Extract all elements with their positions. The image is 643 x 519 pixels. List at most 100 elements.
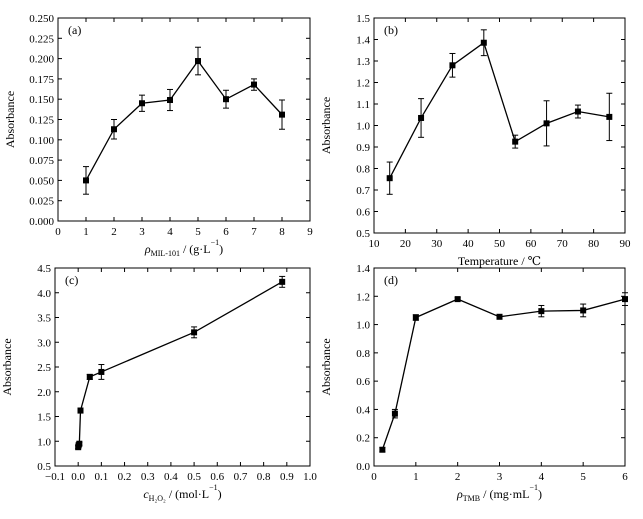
x-tick-label: 4 xyxy=(167,226,173,238)
x-tick-label: 0.4 xyxy=(164,471,178,483)
y-tick-label: 1.0 xyxy=(37,436,51,448)
y-axis-label: Absorbance xyxy=(0,338,14,395)
plot-frame xyxy=(54,267,311,467)
x-axis-label-unit: / (mol·L xyxy=(166,487,209,501)
x-tick-label: 6 xyxy=(223,226,229,238)
y-tick-label: 0.075 xyxy=(29,155,54,167)
x-tick-label: 0 xyxy=(371,471,377,483)
y-tick-label: 3.0 xyxy=(37,337,51,349)
plot-frame xyxy=(373,17,626,234)
y-axis-label: Absorbance xyxy=(319,97,333,154)
series-line xyxy=(85,59,283,181)
data-point xyxy=(386,175,393,182)
panel-label: (c) xyxy=(65,273,78,287)
data-point xyxy=(76,440,83,447)
y-tick-label: 1.4 xyxy=(356,35,370,47)
data-point xyxy=(496,313,503,320)
y-tick-label: 0.4 xyxy=(356,404,370,416)
x-tick-label: 50 xyxy=(494,238,506,250)
data-point xyxy=(223,96,229,103)
data-point xyxy=(139,100,145,107)
data-point xyxy=(83,177,89,184)
panel-label: (a) xyxy=(68,23,81,37)
x-tick-label: 10 xyxy=(369,238,381,250)
x-tick-label: 30 xyxy=(431,238,443,250)
y-tick-label: 0.6 xyxy=(356,207,370,219)
y-tick-label: 0.5 xyxy=(37,461,51,473)
x-tick-label: 0.2 xyxy=(118,471,132,483)
x-tick-label: −0.1 xyxy=(45,471,65,483)
series-line xyxy=(381,298,626,450)
y-tick-label: 0.9 xyxy=(356,142,370,154)
data-point xyxy=(391,410,398,417)
data-point xyxy=(77,407,84,414)
x-axis-label-sub: MIL-101 xyxy=(151,249,180,258)
x-tick-label: 4 xyxy=(539,471,545,483)
y-tick-label: 3.5 xyxy=(37,313,51,325)
data-point xyxy=(412,314,419,321)
x-axis-label: ρTMB / (mg·mL−1) xyxy=(456,483,542,503)
x-axis-label-unit: / (g·L xyxy=(180,242,211,256)
y-tick-label: 0.050 xyxy=(29,175,54,187)
y-tick-label: 0.2 xyxy=(356,433,370,445)
data-point xyxy=(167,97,173,104)
y-tick-label: 0.0 xyxy=(356,461,370,473)
data-point xyxy=(454,296,461,303)
data-point xyxy=(86,373,93,380)
data-point xyxy=(195,58,201,65)
chart-panel-2: 10 20 30 40 50 60 70 80 90 0.5 0.6 0.7 0.8 0.9 1.0 1.1 1… xyxy=(319,13,631,268)
series-line xyxy=(389,41,610,179)
panel-label: (d) xyxy=(384,273,398,287)
x-axis-label-symbol: c xyxy=(143,487,149,501)
y-tick-label: 0.8 xyxy=(356,348,370,360)
x-tick-label: 0.3 xyxy=(141,471,155,483)
x-tick-label: 0.0 xyxy=(71,471,85,483)
data-point xyxy=(606,113,613,120)
x-axis-label: cH₂O₂ / (mol·L−1) xyxy=(143,483,221,503)
x-tick-label: 9 xyxy=(307,226,313,238)
panel-label: (b) xyxy=(384,23,398,37)
x-axis-label-sup: −1 xyxy=(209,483,218,492)
x-tick-label: 1 xyxy=(83,226,89,238)
x-axis-label-symbol: ρ xyxy=(144,242,151,256)
x-tick-label: 1.0 xyxy=(303,471,317,483)
y-tick-label: 0.250 xyxy=(29,13,54,25)
plot-frame xyxy=(57,17,311,222)
y-tick-label: 0.025 xyxy=(29,196,54,208)
data-point xyxy=(279,111,285,118)
x-tick-label: 3 xyxy=(139,226,145,238)
x-tick-label: 0 xyxy=(55,226,61,238)
x-tick-label: 0.8 xyxy=(257,471,271,483)
x-tick-label: 70 xyxy=(557,238,569,250)
y-tick-label: 1.5 xyxy=(37,412,51,424)
x-tick-label: 40 xyxy=(463,238,475,250)
chart-panel-3: −0.1 0.0 0.1 0.2 0.3 0.4 0.5 0.6 0.7 0.8 0.9 1.0 0.5… xyxy=(0,263,317,503)
y-tick-label: 1.0 xyxy=(356,320,370,332)
y-tick-label: 0.225 xyxy=(29,33,54,45)
x-axis-label-close: ) xyxy=(538,487,542,501)
x-tick-label: 5 xyxy=(195,226,201,238)
x-tick-label: 0.7 xyxy=(234,471,248,483)
x-axis-label-sup: −1 xyxy=(529,483,538,492)
x-tick-label: 8 xyxy=(279,226,285,238)
x-axis-label-symbol: ρ xyxy=(456,487,463,501)
x-axis-label: Temperature / ℃ xyxy=(458,254,541,268)
y-tick-label: 0.125 xyxy=(29,115,54,127)
y-tick-label: 0.200 xyxy=(29,54,54,66)
y-tick-label: 2.5 xyxy=(37,362,51,374)
data-point xyxy=(191,329,198,336)
y-axis-label: Absorbance xyxy=(319,338,333,395)
data-point xyxy=(279,278,286,285)
y-tick-label: 0.5 xyxy=(356,228,370,240)
x-tick-label: 3 xyxy=(497,471,503,483)
x-tick-label: 0.1 xyxy=(94,471,108,483)
x-tick-label: 2 xyxy=(455,471,461,483)
y-tick-label: 1.2 xyxy=(356,78,370,90)
y-tick-label: 0.7 xyxy=(356,185,370,197)
data-point xyxy=(538,308,545,315)
y-tick-label: 1.3 xyxy=(356,56,370,68)
x-tick-label: 60 xyxy=(525,238,537,250)
data-point xyxy=(111,126,117,133)
data-point xyxy=(480,39,487,46)
